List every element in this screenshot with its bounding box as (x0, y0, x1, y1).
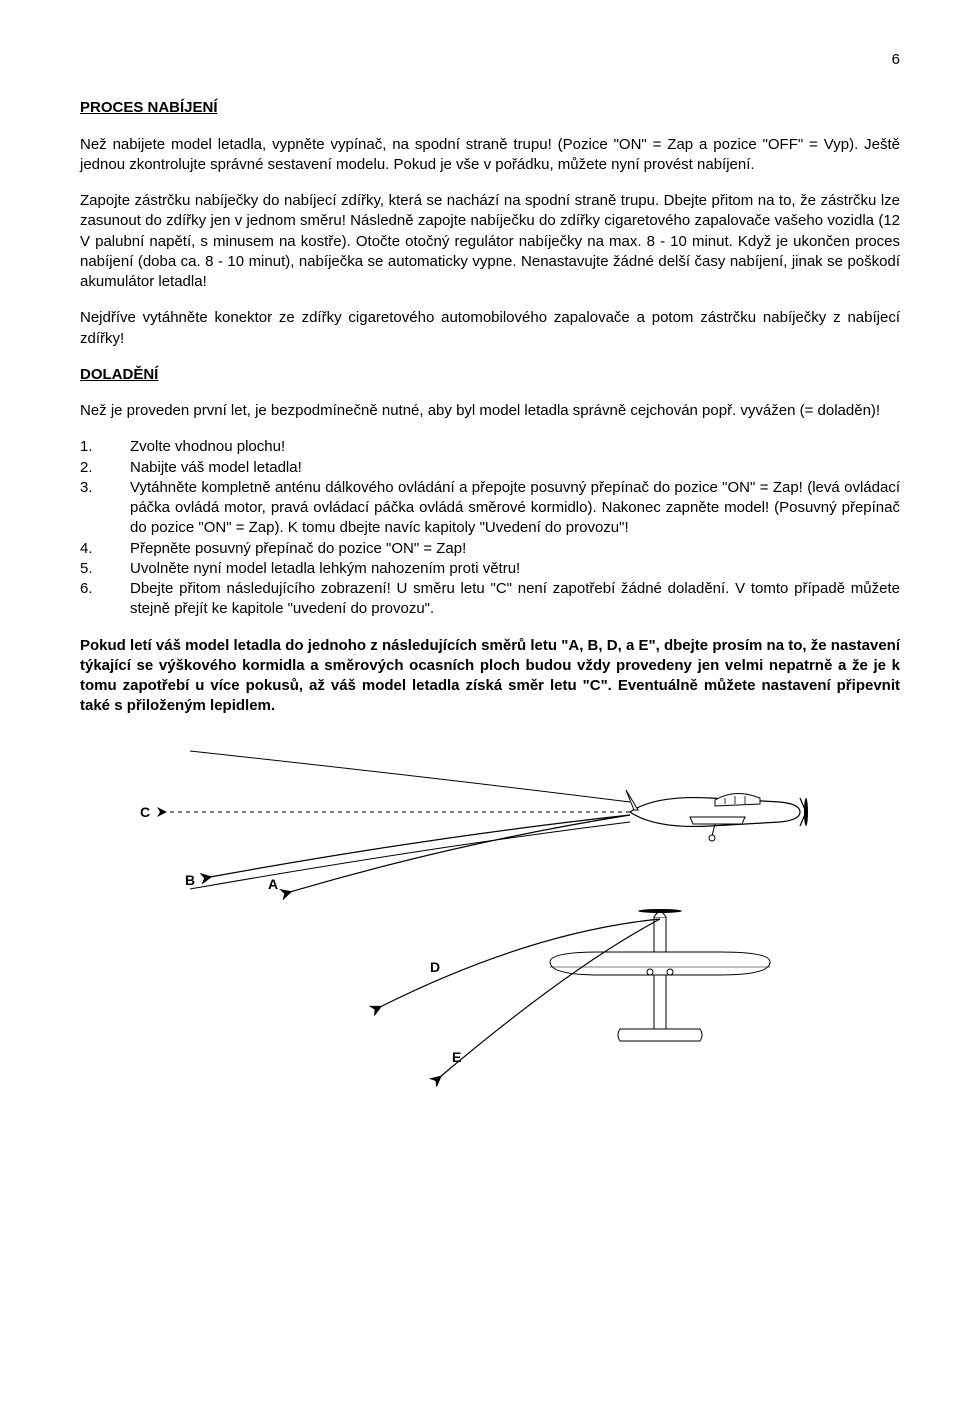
paragraph-2: Zapojte zástrčku nabíječky do nabíjecí z… (80, 191, 900, 292)
list-text: Nabijte váš model letadla! (130, 458, 900, 478)
paragraph-5: Pokud letí váš model letadla do jednoho … (80, 636, 900, 717)
label-b: B (185, 872, 195, 888)
list-text: Zvolte vhodnou plochu! (130, 437, 900, 457)
numbered-list: 1. Zvolte vhodnou plochu! 2. Nabijte váš… (80, 437, 900, 619)
list-text: Dbejte přitom následujícího zobrazení! U… (130, 579, 900, 620)
list-item: 6. Dbejte přitom následujícího zobrazení… (80, 579, 900, 620)
flight-direction-diagram: C B A D E (80, 747, 900, 1087)
list-item: 2. Nabijte váš model letadla! (80, 458, 900, 478)
list-number: 5. (80, 559, 130, 579)
list-item: 3. Vytáhněte kompletně anténu dálkového … (80, 478, 900, 539)
list-number: 3. (80, 478, 130, 539)
paragraph-1: Než nabijete model letadla, vypněte vypí… (80, 135, 900, 176)
list-item: 1. Zvolte vhodnou plochu! (80, 437, 900, 457)
label-a: A (268, 876, 278, 892)
label-e: E (452, 1049, 461, 1065)
label-c: C (140, 804, 150, 820)
heading-tuning: DOLADĚNÍ (80, 365, 900, 385)
list-text: Přepněte posuvný přepínač do pozice "ON"… (130, 539, 900, 559)
paragraph-3: Nejdříve vytáhněte konektor ze zdířky ci… (80, 308, 900, 349)
list-number: 1. (80, 437, 130, 457)
list-number: 4. (80, 539, 130, 559)
label-d: D (430, 959, 440, 975)
airplane-top-icon (550, 909, 770, 1041)
list-number: 2. (80, 458, 130, 478)
paragraph-4: Než je proveden první let, je bezpodmíne… (80, 401, 900, 421)
list-number: 6. (80, 579, 130, 620)
heading-charging: PROCES NABÍJENÍ (80, 98, 900, 118)
list-text: Uvolněte nyní model letadla lehkým nahoz… (130, 559, 900, 579)
diagram-svg: C B A D E (130, 747, 850, 1087)
page-number: 6 (80, 50, 900, 70)
airplane-side-icon (626, 790, 808, 841)
list-text: Vytáhněte kompletně anténu dálkového ovl… (130, 478, 900, 539)
list-item: 4. Přepněte posuvný přepínač do pozice "… (80, 539, 900, 559)
list-item: 5. Uvolněte nyní model letadla lehkým na… (80, 559, 900, 579)
